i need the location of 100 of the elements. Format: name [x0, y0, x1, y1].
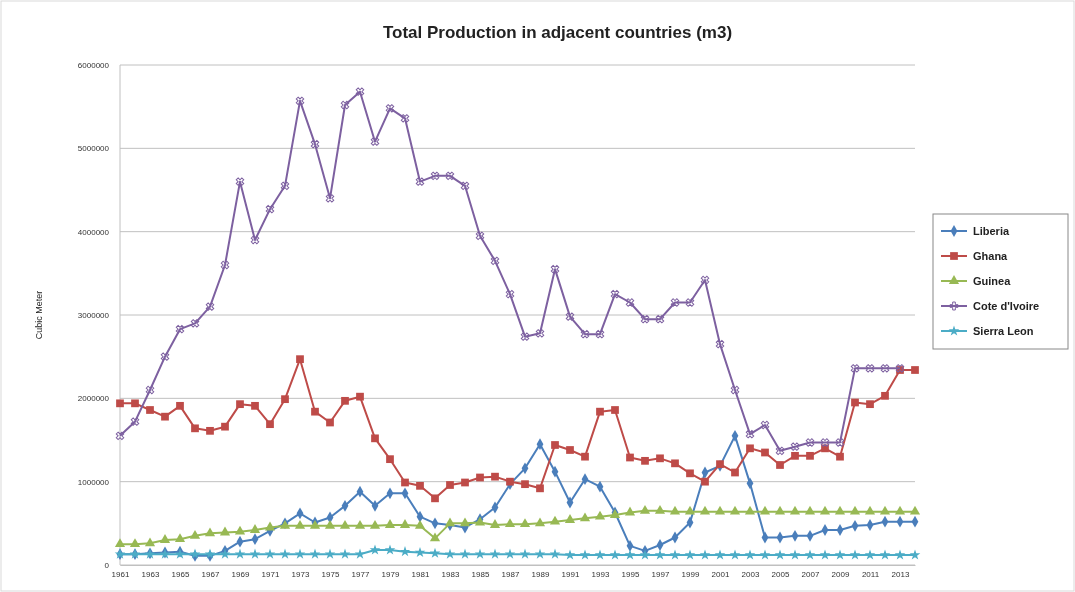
point [654, 549, 666, 560]
point [400, 114, 410, 123]
point [189, 529, 201, 539]
point [775, 446, 785, 456]
point [866, 400, 874, 409]
point [490, 256, 500, 266]
point [774, 549, 786, 560]
point [581, 452, 589, 461]
point [879, 505, 891, 515]
point [144, 537, 156, 547]
point [654, 504, 666, 514]
y-axis-title: Cubic Meter [34, 290, 44, 340]
point [446, 481, 454, 489]
point [670, 298, 680, 307]
x-tick-label: 1991 [561, 569, 580, 579]
point [414, 546, 426, 558]
point [759, 549, 771, 560]
x-tick-label: 1981 [411, 569, 430, 579]
point [339, 548, 351, 559]
x-tick-label: 1977 [351, 569, 370, 579]
x-tick-label: 2009 [831, 569, 850, 579]
point [550, 264, 560, 274]
y-tick-label: 0 [104, 561, 110, 571]
point [639, 504, 651, 514]
point [745, 429, 755, 439]
y-tick-label: 6000000 [77, 61, 110, 71]
point [475, 231, 485, 241]
point [190, 319, 200, 328]
point [429, 532, 441, 542]
point [699, 505, 711, 515]
point [579, 512, 591, 522]
point [459, 517, 471, 527]
point [445, 171, 455, 181]
point [235, 177, 245, 186]
x-tick-label: 1965 [171, 569, 190, 579]
point [219, 526, 231, 536]
point [519, 548, 531, 559]
point [444, 517, 456, 527]
point [880, 364, 890, 373]
point [296, 355, 304, 364]
point [596, 407, 604, 416]
point [819, 505, 831, 515]
x-tick-label: 1989 [531, 569, 550, 579]
point [669, 505, 681, 515]
point [671, 459, 679, 468]
point [295, 96, 305, 106]
point [684, 549, 696, 560]
point [130, 417, 140, 426]
x-tick-label: 2011 [861, 569, 880, 579]
point [174, 533, 186, 543]
point [504, 548, 516, 559]
point [580, 329, 590, 339]
point [551, 441, 559, 449]
point [625, 298, 635, 307]
point [309, 548, 321, 559]
point [131, 399, 139, 408]
x-tick-label: 1967 [201, 569, 220, 579]
point [356, 392, 364, 401]
point [730, 385, 740, 395]
point [310, 139, 320, 149]
point [191, 424, 199, 433]
legend-label: Liberia [973, 225, 1010, 237]
point [579, 549, 591, 560]
x-tick-label: 1963 [141, 569, 160, 579]
point [686, 469, 694, 478]
point [610, 289, 620, 299]
point [834, 505, 846, 515]
point [371, 434, 379, 443]
x-tick-label: 1983 [441, 569, 460, 579]
point [639, 549, 651, 560]
point [804, 549, 816, 560]
point [204, 527, 216, 537]
point [339, 519, 351, 529]
point [161, 412, 169, 421]
point [729, 505, 741, 515]
point [399, 519, 411, 528]
point [729, 549, 741, 560]
x-tick-label: 2003 [741, 569, 760, 579]
point [714, 505, 726, 515]
point [669, 549, 681, 560]
point [506, 477, 514, 486]
point [626, 453, 634, 462]
point [146, 406, 154, 414]
point [491, 472, 499, 481]
point [114, 538, 126, 548]
point [655, 314, 665, 324]
point [206, 426, 214, 435]
point [641, 456, 649, 465]
point [595, 329, 605, 339]
point [699, 549, 711, 560]
x-tick-label: 1973 [291, 569, 310, 579]
point [294, 548, 306, 559]
point [294, 519, 306, 529]
point [684, 505, 696, 515]
point [535, 329, 545, 338]
point [385, 104, 395, 113]
point [460, 181, 470, 191]
point [384, 519, 396, 528]
point [865, 364, 875, 373]
point [911, 366, 919, 374]
